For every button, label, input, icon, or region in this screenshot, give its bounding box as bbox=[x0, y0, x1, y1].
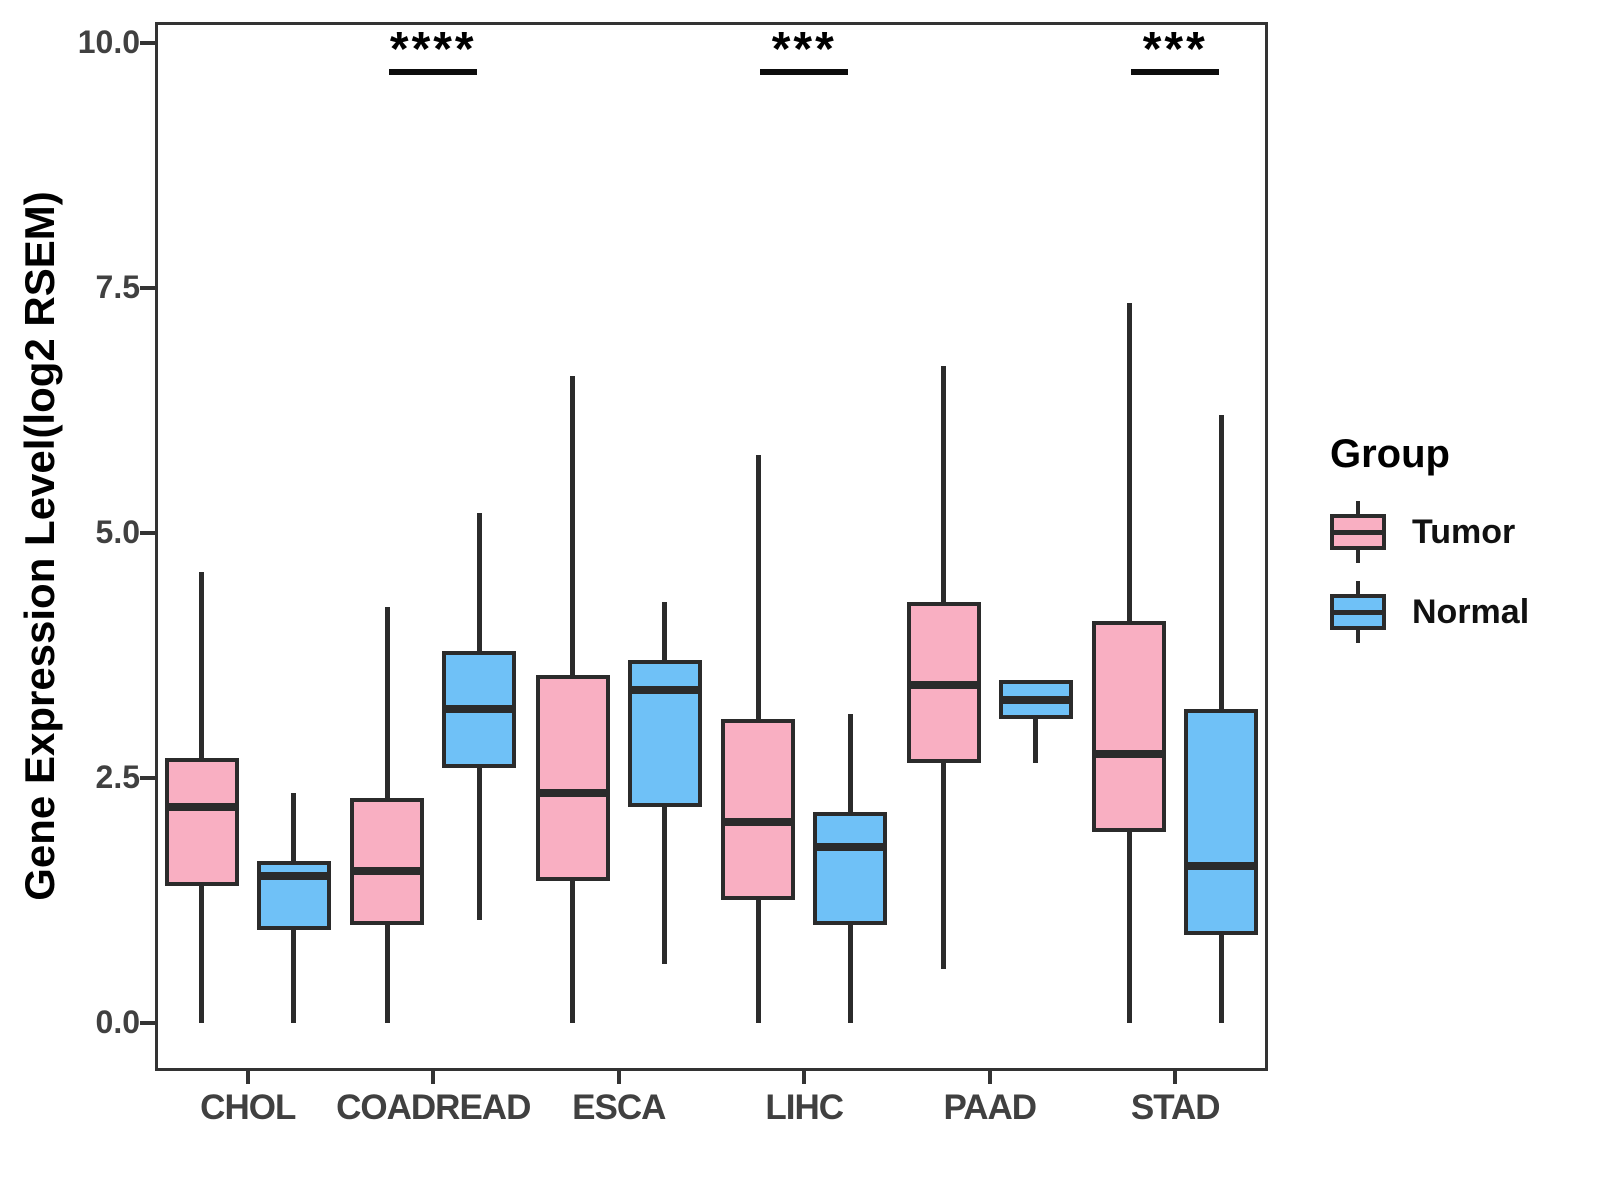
box-normal-STAD bbox=[1184, 709, 1259, 935]
median-normal-COADREAD bbox=[445, 705, 514, 714]
box-tumor-ESCA bbox=[535, 675, 610, 881]
legend-label-normal: Normal bbox=[1412, 592, 1530, 631]
median-tumor-CHOL bbox=[167, 803, 236, 812]
box-normal-ESCA bbox=[627, 660, 702, 808]
median-tumor-COADREAD bbox=[353, 867, 422, 876]
x-axis-category-label: STAD bbox=[1130, 1088, 1221, 1127]
x-tick-mark bbox=[616, 1071, 621, 1084]
legend-label-tumor: Tumor bbox=[1412, 512, 1516, 551]
y-tick-label: 7.5 bbox=[95, 269, 140, 305]
box-normal-LIHC bbox=[813, 812, 888, 925]
boxplot-key-icon bbox=[1330, 501, 1386, 563]
legend-entry-normal: Normal bbox=[1330, 581, 1529, 643]
y-tick-mark bbox=[140, 1021, 155, 1025]
median-normal-LIHC bbox=[816, 842, 885, 851]
y-tick-mark bbox=[140, 286, 155, 290]
significance-stars-LIHC: *** bbox=[771, 23, 837, 76]
box-tumor-LIHC bbox=[721, 719, 796, 901]
y-tick-label: 5.0 bbox=[95, 514, 140, 550]
boxplot-key-icon bbox=[1330, 581, 1386, 643]
box-tumor-COADREAD bbox=[350, 797, 425, 925]
y-tick-label: 0.0 bbox=[95, 1004, 140, 1040]
significance-line-COADREAD bbox=[389, 69, 478, 75]
median-tumor-PAAD bbox=[909, 680, 978, 689]
y-tick-label: 2.5 bbox=[95, 759, 140, 795]
median-tumor-STAD bbox=[1095, 749, 1164, 758]
x-axis-category-label: LIHC bbox=[765, 1088, 844, 1127]
y-tick-mark bbox=[140, 531, 155, 535]
box-tumor-STAD bbox=[1092, 621, 1167, 832]
significance-line-STAD bbox=[1131, 69, 1220, 75]
x-tick-mark bbox=[245, 1071, 250, 1084]
median-tumor-ESCA bbox=[538, 788, 607, 797]
x-axis-category-label: COADREAD bbox=[336, 1088, 531, 1127]
y-tick-mark bbox=[140, 41, 155, 45]
median-normal-ESCA bbox=[630, 685, 699, 694]
legend: Group Tumor Normal bbox=[1330, 432, 1529, 643]
significance-stars-COADREAD: **** bbox=[389, 23, 477, 76]
median-tumor-LIHC bbox=[724, 818, 793, 827]
x-axis-category-label: PAAD bbox=[943, 1088, 1037, 1127]
key-median bbox=[1334, 530, 1382, 535]
key-median bbox=[1334, 610, 1382, 615]
median-normal-PAAD bbox=[1001, 695, 1070, 704]
y-tick-mark bbox=[140, 776, 155, 780]
box-tumor-CHOL bbox=[164, 758, 239, 886]
legend-entry-tumor: Tumor bbox=[1330, 501, 1529, 563]
y-tick-label: 10.0 bbox=[77, 24, 140, 60]
x-tick-mark bbox=[802, 1071, 807, 1084]
x-tick-mark bbox=[987, 1071, 992, 1084]
legend-title: Group bbox=[1330, 432, 1450, 476]
median-normal-CHOL bbox=[259, 872, 328, 880]
x-axis-category-label: ESCA bbox=[572, 1088, 666, 1127]
x-tick-mark bbox=[1173, 1071, 1178, 1084]
significance-line-LIHC bbox=[760, 69, 849, 75]
median-normal-STAD bbox=[1187, 862, 1256, 871]
significance-stars-STAD: *** bbox=[1142, 23, 1208, 76]
whisker-normal-PAAD bbox=[1033, 680, 1039, 764]
x-axis-category-label: CHOL bbox=[200, 1088, 296, 1127]
plot-panel bbox=[155, 22, 1268, 1071]
x-tick-mark bbox=[431, 1071, 436, 1084]
